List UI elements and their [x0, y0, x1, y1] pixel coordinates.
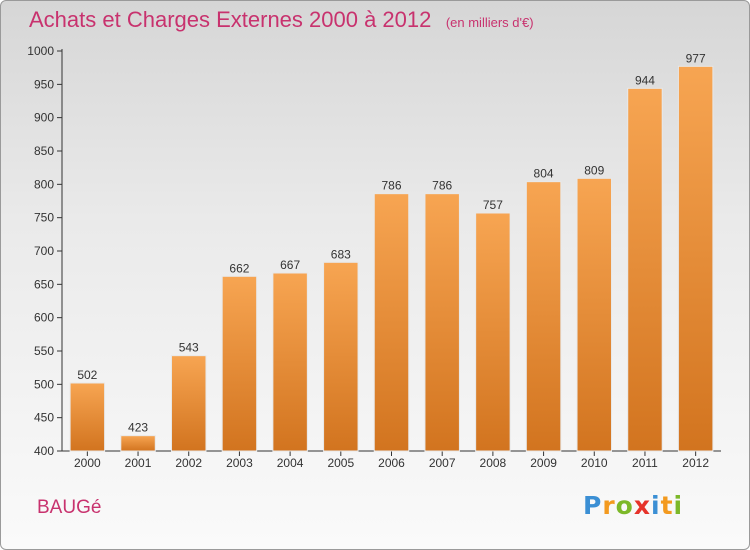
- bar-2010: [576, 177, 613, 452]
- bar-2002: [170, 355, 207, 452]
- x-tick-label: 2009: [530, 456, 557, 470]
- x-tick-label: 2003: [226, 456, 253, 470]
- chart-title: Achats et Charges Externes 2000 à 2012: [29, 7, 432, 32]
- bar-2006: [373, 193, 410, 452]
- bar-2011: [627, 87, 663, 452]
- y-tick-label: 750: [34, 211, 54, 225]
- data-label-2004: 667: [280, 258, 300, 272]
- bar-2007: [424, 193, 460, 452]
- x-tick-label: 2002: [175, 456, 202, 470]
- logo-letter: P: [583, 491, 603, 520]
- bar-2001: [120, 435, 156, 452]
- data-label-2008: 757: [483, 198, 503, 212]
- logo-letter: x: [633, 491, 651, 520]
- y-tick-label: 700: [34, 244, 54, 258]
- chart-title-block: Achats et Charges Externes 2000 à 2012 (…: [29, 7, 534, 33]
- data-label-2001: 423: [128, 421, 148, 435]
- proxiti-logo: Proxiti: [583, 491, 683, 520]
- y-tick-label: 450: [34, 411, 54, 425]
- data-label-2007: 786: [432, 179, 452, 193]
- data-label-2006: 786: [381, 179, 401, 193]
- bar-2012: [677, 65, 714, 452]
- y-tick-label: 500: [34, 377, 54, 391]
- x-tick-label: 2004: [277, 456, 304, 470]
- y-tick-label: 900: [34, 111, 54, 125]
- bar-2009: [525, 181, 562, 452]
- data-label-2003: 662: [229, 261, 249, 275]
- y-tick-label: 400: [34, 444, 54, 458]
- data-label-2009: 804: [534, 167, 554, 181]
- y-tick-label: 550: [34, 344, 54, 358]
- commune-name: BAUGé: [37, 497, 102, 518]
- data-label-2002: 543: [179, 341, 199, 355]
- x-tick-label: 2005: [327, 456, 354, 470]
- x-tick-label: 2010: [581, 456, 608, 470]
- data-label-2000: 502: [77, 368, 97, 382]
- y-tick-label: 800: [34, 177, 54, 191]
- y-tick-label: 1000: [27, 44, 54, 58]
- data-label-2005: 683: [331, 247, 351, 261]
- x-tick-label: 2008: [480, 456, 507, 470]
- x-tick-label: 2001: [125, 456, 152, 470]
- bar-2000: [69, 382, 106, 452]
- y-tick-label: 850: [34, 144, 54, 158]
- logo-letter: t: [660, 491, 674, 520]
- x-tick-label: 2000: [74, 456, 101, 470]
- y-tick-label: 950: [34, 77, 54, 91]
- y-tick-label: 650: [34, 277, 54, 291]
- logo-letter: i: [673, 491, 684, 520]
- bar-2003: [221, 275, 258, 452]
- data-label-2011: 944: [635, 73, 655, 87]
- x-tick-label: 2011: [632, 456, 658, 470]
- y-tick-label: 600: [34, 311, 54, 325]
- x-tick-label: 2012: [682, 456, 709, 470]
- logo-letter: o: [615, 491, 634, 520]
- bar-2008: [475, 212, 511, 452]
- x-tick-label: 2006: [378, 456, 405, 470]
- bar-2004: [272, 272, 308, 452]
- logo-letter: r: [602, 491, 616, 520]
- data-label-2010: 809: [584, 163, 604, 177]
- x-tick-label: 2007: [429, 456, 456, 470]
- logo-letter: i: [651, 491, 661, 520]
- bar-2005: [323, 261, 359, 452]
- data-label-2012: 977: [686, 51, 706, 65]
- chart-subtitle: (en milliers d'€): [445, 15, 534, 30]
